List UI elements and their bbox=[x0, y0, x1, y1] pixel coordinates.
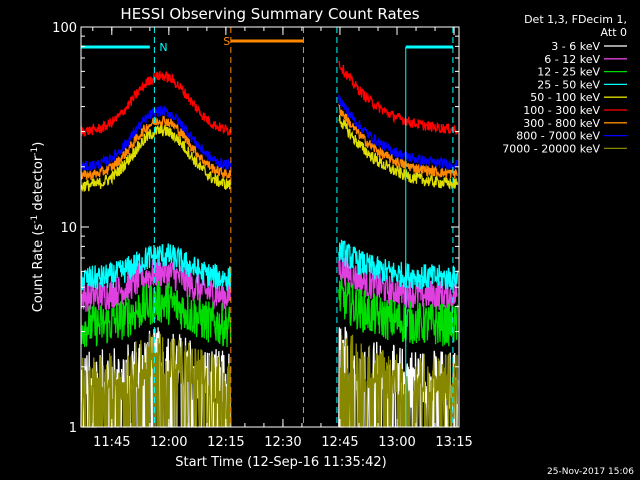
legend-header-detectors: Det 1,3, FDecim 1, bbox=[524, 13, 627, 26]
series-line bbox=[80, 280, 232, 348]
x-axis-label: Start Time (12-Sep-16 11:35:42) bbox=[175, 455, 386, 470]
series-12-25-kev bbox=[80, 276, 459, 348]
legend-label: 12 - 25 keV bbox=[537, 66, 600, 79]
axis-layer: 11:45 12:00 12:15 12:30 12:45 13:00 13:15 1 10 10… bbox=[52, 21, 473, 450]
timestamp: 25-Nov-2017 15:06 bbox=[547, 467, 634, 477]
series-line bbox=[80, 243, 232, 291]
legend-header-attenuator: Att 0 bbox=[601, 26, 627, 39]
series-6-12-kev bbox=[80, 256, 458, 312]
legend-label: 6 - 12 keV bbox=[544, 53, 600, 66]
series-50-100-kev bbox=[80, 114, 459, 192]
series-line bbox=[81, 333, 232, 428]
series-line bbox=[338, 60, 458, 136]
x-tick-label: 12:15 bbox=[207, 435, 244, 450]
legend-label: 3 - 6 keV bbox=[551, 40, 600, 53]
chart-title: HESSI Observing Summary Count Rates bbox=[120, 5, 419, 23]
legend-label: 7000 - 20000 keV bbox=[502, 142, 600, 155]
series-300-800-kev bbox=[80, 103, 458, 181]
series-line bbox=[338, 94, 459, 171]
series-line bbox=[338, 114, 459, 190]
y-tick-label: 1 bbox=[69, 421, 77, 436]
y-tick-label: 10 bbox=[60, 221, 77, 236]
legend-label: 25 - 50 keV bbox=[537, 78, 600, 91]
series-line bbox=[338, 239, 459, 290]
legend-label: 800 - 7000 keV bbox=[516, 130, 600, 143]
x-tick-label: 13:15 bbox=[435, 435, 472, 450]
night-annotation: N bbox=[159, 41, 167, 54]
y-tick-label: 100 bbox=[52, 21, 77, 36]
x-tick-label: 13:00 bbox=[378, 435, 415, 450]
saa-annotation: S bbox=[223, 35, 230, 48]
series-line bbox=[80, 104, 232, 171]
legend-label: 50 - 100 keV bbox=[530, 91, 600, 104]
series-line bbox=[80, 115, 232, 181]
series-100-300-kev bbox=[80, 60, 458, 137]
series-line bbox=[80, 257, 232, 312]
series-line bbox=[338, 276, 459, 347]
series-25-50-kev bbox=[80, 239, 459, 291]
x-tick-label: 12:30 bbox=[264, 435, 301, 450]
legend-label: 100 - 300 keV bbox=[523, 104, 600, 117]
y-axis-label: Count Rate (s-1 detector-1) bbox=[30, 142, 46, 313]
x-tick-label: 12:00 bbox=[150, 435, 187, 450]
series-line bbox=[80, 70, 232, 137]
series-line bbox=[338, 256, 458, 311]
series-800-7000-kev bbox=[80, 94, 459, 171]
legend-label: 300 - 800 keV bbox=[523, 117, 600, 130]
series-line bbox=[338, 103, 458, 180]
x-tick-label: 12:45 bbox=[321, 435, 358, 450]
series-line bbox=[80, 124, 232, 192]
x-tick-label: 11:45 bbox=[93, 435, 130, 450]
